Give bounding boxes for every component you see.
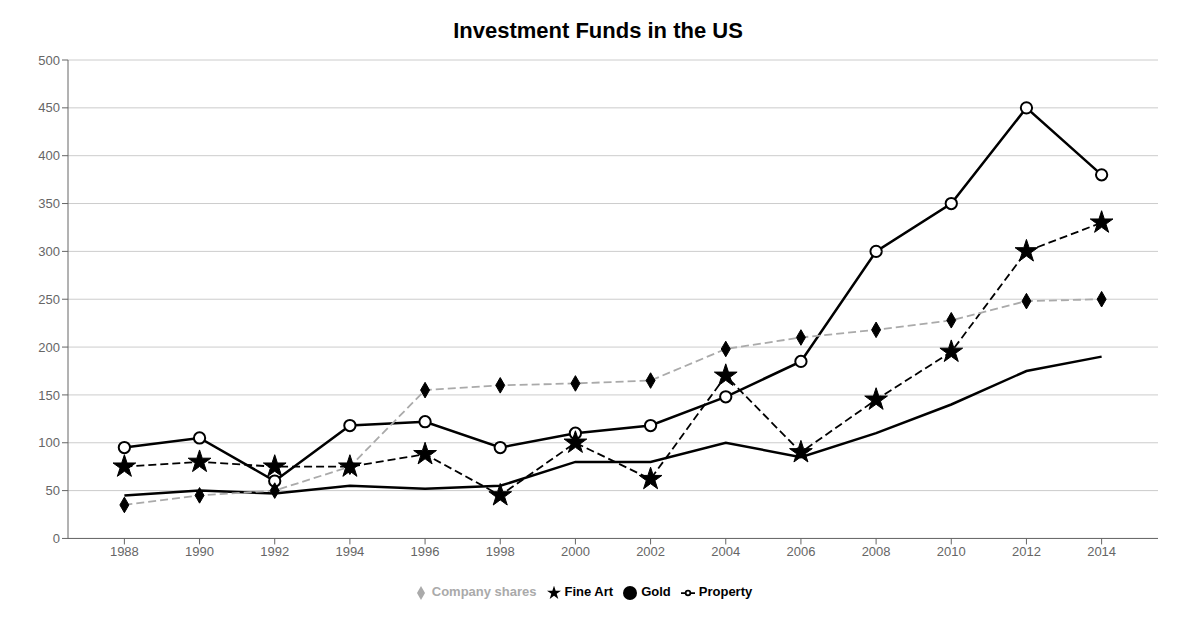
svg-text:50: 50 [46,483,60,498]
svg-text:1990: 1990 [185,544,214,559]
svg-text:1996: 1996 [411,544,440,559]
svg-text:200: 200 [38,340,60,355]
svg-text:2014: 2014 [1087,544,1116,559]
svg-text:2010: 2010 [937,544,966,559]
svg-text:1992: 1992 [260,544,289,559]
svg-text:2006: 2006 [786,544,815,559]
html-text:Property: Property [698,584,753,600]
svg-text:1998: 1998 [486,544,515,559]
html-text:Fine Art: Fine Art [564,584,614,600]
svg-text:350: 350 [38,196,60,211]
svg-text:300: 300 [38,244,60,259]
svg-text:1994: 1994 [335,544,364,559]
svg-text:500: 500 [38,53,60,68]
svg-text:2004: 2004 [711,544,740,559]
svg-text:400: 400 [38,148,60,163]
html-text:Gold: Gold [641,584,671,600]
svg-text:250: 250 [38,292,60,307]
svg-text:2012: 2012 [1012,544,1041,559]
svg-text:450: 450 [38,100,60,115]
svg-text:0: 0 [53,531,60,546]
svg-text:1988: 1988 [110,544,139,559]
svg-text:2008: 2008 [862,544,891,559]
svg-text:150: 150 [38,388,60,403]
svg-text:2002: 2002 [636,544,665,559]
html-text:Investment Funds in the US: Investment Funds in the US [453,18,743,43]
svg-text:2000: 2000 [561,544,590,559]
html-text:Company shares: Company shares [431,584,537,600]
svg-text:100: 100 [38,435,60,450]
